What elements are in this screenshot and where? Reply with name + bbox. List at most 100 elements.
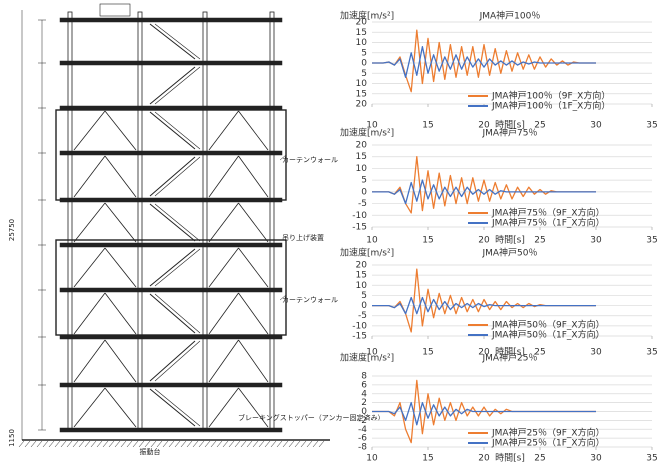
x-tick-label: 15 bbox=[422, 348, 433, 358]
legend-label: JMA神戸100％（9F_X方向） bbox=[491, 90, 610, 102]
hatch bbox=[85, 441, 90, 447]
y-tick-label: 10 bbox=[356, 281, 368, 291]
y-tick-label: -15 bbox=[352, 223, 367, 233]
y-tick-label: 20 bbox=[356, 100, 368, 110]
brace bbox=[239, 340, 269, 382]
hatch bbox=[163, 441, 168, 447]
y-tick-label: 0 bbox=[361, 187, 367, 197]
brace bbox=[239, 293, 269, 334]
hatch bbox=[193, 441, 198, 447]
y-tick-label: 20 bbox=[356, 18, 368, 28]
x-tick-label: 30 bbox=[590, 236, 602, 246]
stair bbox=[155, 341, 200, 381]
x-tick-label: 10 bbox=[366, 454, 378, 464]
series-line bbox=[372, 157, 596, 213]
y-tick-label: 15 bbox=[356, 152, 367, 162]
x-tick-label: 30 bbox=[590, 454, 602, 464]
drawing-label: カーテンウォール bbox=[282, 296, 338, 304]
hatch bbox=[313, 441, 318, 447]
brace bbox=[105, 156, 136, 197]
y-axis-label: 加速度[m/s²] bbox=[340, 127, 394, 139]
stair bbox=[150, 389, 195, 426]
hatch bbox=[205, 441, 210, 447]
y-tick-label: 10 bbox=[356, 164, 368, 174]
hatch bbox=[103, 441, 108, 447]
beam bbox=[60, 18, 282, 22]
beam bbox=[60, 288, 282, 292]
x-axis-label: 時間[s] bbox=[495, 235, 525, 246]
beam bbox=[60, 61, 282, 65]
y-tick-label: 0 bbox=[361, 301, 367, 311]
hatch bbox=[109, 441, 114, 447]
hatch bbox=[259, 441, 264, 447]
top-box bbox=[100, 4, 130, 16]
y-tick-label: 5 bbox=[361, 69, 367, 79]
y-tick-label: 5 bbox=[361, 176, 367, 186]
brace bbox=[239, 248, 269, 287]
hatch bbox=[175, 441, 180, 447]
brace bbox=[74, 248, 105, 287]
hatch bbox=[271, 441, 276, 447]
hatch bbox=[319, 441, 324, 447]
y-tick-label: -8 bbox=[358, 443, 367, 453]
x-tick-label: 35 bbox=[646, 121, 657, 131]
brace bbox=[74, 388, 105, 427]
stair bbox=[150, 204, 195, 241]
hatch bbox=[217, 441, 222, 447]
legend-label: JMA神戸100％（1F_X方向） bbox=[491, 100, 610, 112]
y-tick-label: -10 bbox=[352, 211, 367, 221]
hatch bbox=[157, 441, 162, 447]
hatch bbox=[67, 441, 72, 447]
hatch bbox=[301, 441, 306, 447]
brace bbox=[209, 248, 239, 287]
brace bbox=[209, 388, 239, 427]
x-tick-label: 25 bbox=[534, 454, 545, 464]
hatch bbox=[211, 441, 216, 447]
stair bbox=[150, 294, 195, 333]
x-tick-label: 20 bbox=[478, 454, 490, 464]
brace bbox=[105, 248, 136, 287]
chart-title: JMA神戸50％ bbox=[481, 247, 537, 259]
stair bbox=[155, 67, 200, 104]
x-axis-label: 時間[s] bbox=[495, 453, 525, 464]
hatch bbox=[169, 441, 174, 447]
hatch bbox=[277, 441, 282, 447]
y-tick-label: 10 bbox=[356, 79, 368, 89]
stair bbox=[150, 157, 195, 196]
drawing-label: カーテンウォール bbox=[282, 156, 338, 164]
hatch bbox=[229, 441, 234, 447]
beam bbox=[60, 428, 282, 432]
y-axis-label: 加速度[m/s²] bbox=[340, 352, 394, 364]
hatch bbox=[115, 441, 120, 447]
y-tick-label: 20 bbox=[356, 261, 368, 271]
y-axis-label: 加速度[m/s²] bbox=[340, 10, 394, 22]
column bbox=[138, 12, 142, 430]
hatch bbox=[31, 441, 36, 447]
legend-label: JMA神戸50％（9F_X方向） bbox=[491, 319, 605, 331]
hatch bbox=[187, 441, 192, 447]
hatch bbox=[241, 441, 246, 447]
chart-title: JMA神戸75％ bbox=[481, 127, 537, 139]
stair bbox=[150, 341, 195, 381]
series-line bbox=[372, 30, 596, 91]
stair bbox=[155, 157, 200, 196]
hatch bbox=[145, 441, 150, 447]
brace bbox=[239, 203, 269, 242]
brace bbox=[209, 111, 239, 150]
x-tick-label: 35 bbox=[646, 454, 657, 464]
legend-label: JMA神戸25％（1F_X方向） bbox=[491, 437, 605, 449]
hatch bbox=[79, 441, 84, 447]
hatch bbox=[295, 441, 300, 447]
hatch bbox=[133, 441, 138, 447]
hatch bbox=[61, 441, 66, 447]
hatch bbox=[73, 441, 78, 447]
y-tick-label: -5 bbox=[358, 311, 367, 321]
stair bbox=[150, 24, 195, 59]
series-line bbox=[372, 403, 596, 425]
hatch bbox=[307, 441, 312, 447]
column bbox=[68, 12, 72, 430]
x-tick-label: 15 bbox=[422, 236, 433, 246]
hatch bbox=[223, 441, 228, 447]
y-tick-label: 5 bbox=[361, 291, 367, 301]
hatch bbox=[151, 441, 156, 447]
